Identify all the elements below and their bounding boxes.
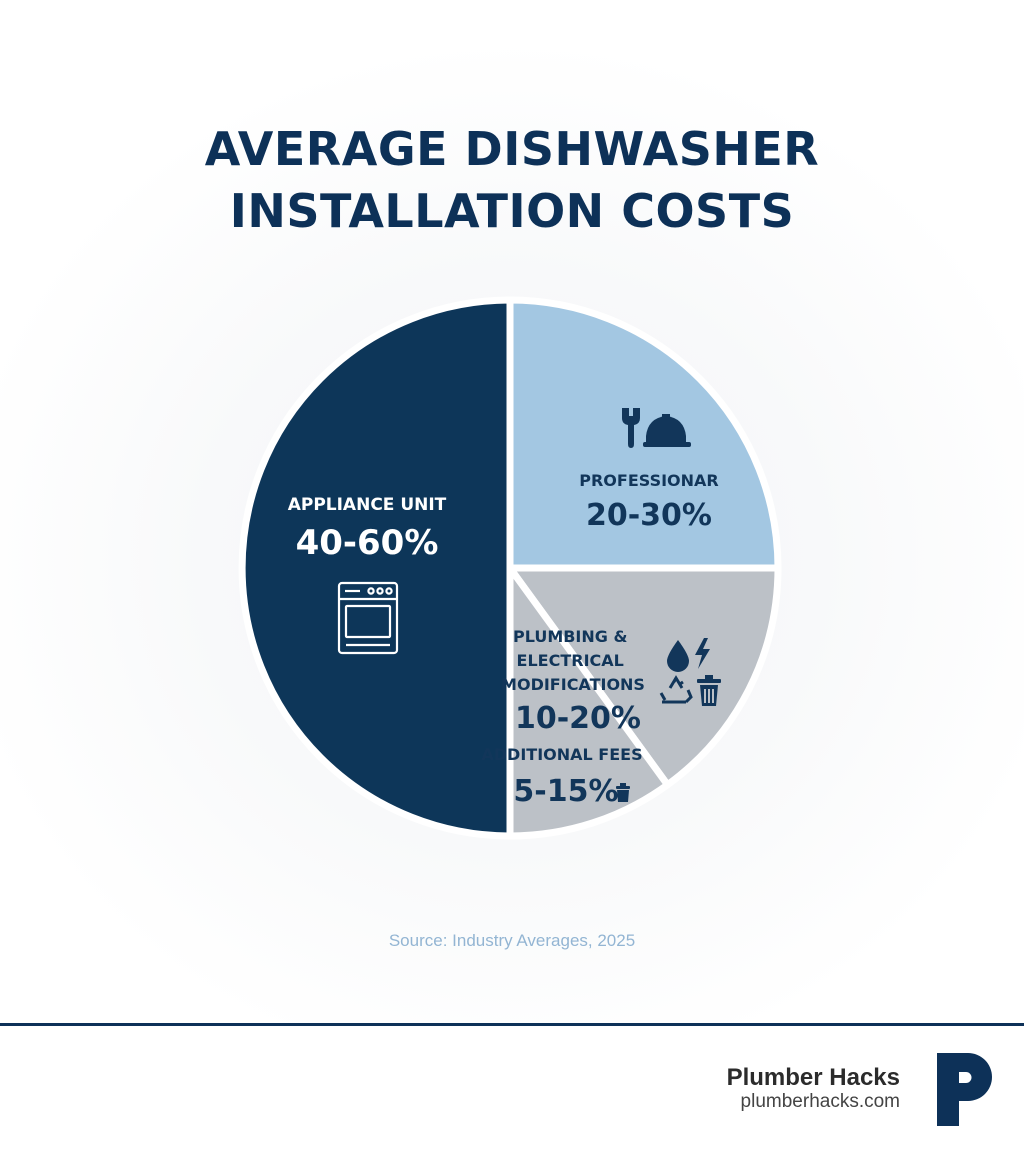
brand-url: plumberhacks.com (740, 1091, 900, 1112)
slice-label-appliance-unit: APPLIANCE UNIT (288, 495, 447, 515)
slice-value-additional-fees: 5-15% (513, 774, 618, 809)
source-note: Source: Industry Averages, 2025 (388, 931, 636, 950)
footer-divider (0, 1023, 1024, 1026)
water-drop-icon (667, 640, 689, 672)
trash-icon (697, 675, 721, 706)
brand-name: Plumber Hacks (726, 1064, 900, 1091)
pie-slice-professional (506, 296, 782, 572)
slice-label-additional-fees: ADDITIONAL FEES (481, 745, 642, 764)
pie-chart: APPLIANCE UNIT 40-60% PROFESSIONAR 20-30… (238, 296, 782, 840)
pie-slice-appliance-unit (238, 296, 514, 840)
chart-title: AVERAGE DISHWASHER INSTALLATION COSTS (0, 118, 1024, 242)
lightning-icon (695, 638, 710, 669)
stove-icon (337, 581, 399, 655)
hard-hat-icon (643, 414, 691, 447)
plumber-hacks-logo (937, 1053, 992, 1126)
pie-slice-plumbing-electrical (506, 564, 782, 789)
slice-label-plumbing-electrical: PLUMBING & ELECTRICAL MODIFICATIONS (501, 627, 645, 694)
slice-value-professional: 20-30% (586, 498, 712, 533)
pie-slice-additional-fees (506, 564, 672, 840)
chart-title-line-1: AVERAGE DISHWASHER (204, 122, 820, 176)
chart-title-line-2: INSTALLATION COSTS (229, 184, 795, 238)
slice-value-plumbing-electrical: 10-20% (515, 701, 641, 736)
slice-label-professional: PROFESSIONAR (579, 471, 718, 490)
recycle-icon (659, 675, 693, 704)
slice-value-appliance-unit: 40-60% (296, 523, 439, 563)
wrench-icon (622, 408, 640, 448)
small-trash-icon (616, 783, 630, 802)
